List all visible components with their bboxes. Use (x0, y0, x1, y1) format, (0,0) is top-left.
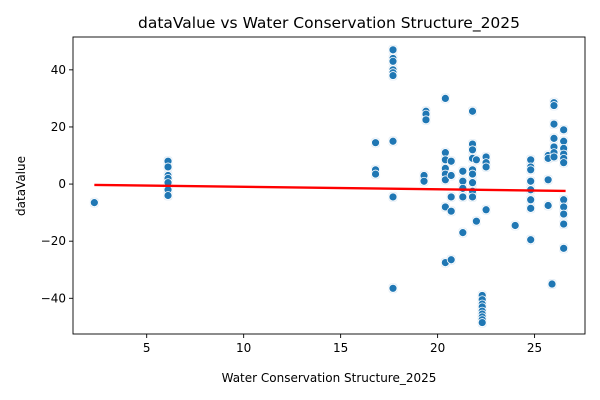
data-point (468, 169, 477, 179)
data-point (468, 178, 477, 188)
data-point (89, 198, 99, 208)
x-tick-label: 10 (236, 341, 251, 355)
data-point (549, 133, 559, 143)
data-point (458, 228, 468, 238)
data-point (549, 119, 559, 129)
data-point (481, 162, 491, 172)
data-point (526, 203, 536, 213)
data-point (446, 156, 456, 166)
data-point (421, 115, 431, 125)
data-point (440, 175, 450, 185)
y-tick-label: 40 (51, 63, 66, 77)
data-point (559, 209, 569, 219)
data-point (559, 125, 569, 135)
data-point (547, 279, 557, 289)
axis-ticks: 5 10 15 20 25 −40 −20 0 20 40 (41, 63, 543, 355)
x-tick-label: 15 (333, 341, 348, 355)
data-point (388, 56, 398, 66)
data-point (559, 158, 569, 168)
data-point (477, 318, 487, 327)
y-axis-label: dataValue (14, 156, 28, 216)
data-point (526, 165, 536, 175)
data-point (458, 183, 468, 193)
x-tick-label: 20 (430, 341, 445, 355)
data-point (543, 201, 553, 210)
data-point (559, 219, 569, 229)
data-point (468, 192, 477, 202)
data-point (388, 192, 398, 202)
y-tick-label: −40 (41, 291, 66, 305)
chart-title: dataValue vs Water Conservation Structur… (138, 14, 520, 33)
data-point (458, 192, 468, 202)
data-point (388, 136, 398, 146)
data-point (388, 71, 398, 80)
data-point (163, 162, 173, 172)
regression-layer (94, 183, 566, 193)
data-point (446, 192, 456, 202)
data-point (526, 235, 536, 245)
data-point (371, 169, 380, 179)
y-tick-label: 20 (51, 120, 66, 134)
x-axis-label: Water Conservation Structure_2025 (222, 371, 437, 385)
data-point (549, 152, 559, 162)
data-point (526, 195, 536, 205)
x-tick-label: 5 (143, 341, 151, 355)
regression-line (94, 183, 566, 193)
scatter-points (89, 45, 569, 327)
data-point (440, 202, 450, 212)
data-point (468, 106, 477, 116)
data-point (549, 101, 559, 110)
data-point (468, 145, 477, 155)
data-point (458, 166, 468, 176)
data-point (481, 205, 491, 215)
data-point (471, 216, 481, 226)
y-tick-label: −20 (41, 234, 66, 248)
data-point (163, 191, 173, 200)
y-tick-label: 0 (58, 177, 66, 191)
data-point (388, 45, 398, 55)
data-point (471, 155, 481, 165)
data-point (510, 221, 520, 230)
data-point (388, 283, 398, 293)
data-point (446, 171, 456, 180)
data-point (371, 138, 380, 148)
data-point (526, 176, 536, 186)
data-point (559, 243, 569, 253)
data-point (440, 93, 450, 103)
data-point (446, 206, 456, 216)
plot-frame (72, 36, 586, 335)
data-point (543, 175, 553, 185)
x-tick-label: 25 (527, 341, 542, 355)
data-point (446, 255, 456, 265)
data-point (419, 176, 429, 186)
